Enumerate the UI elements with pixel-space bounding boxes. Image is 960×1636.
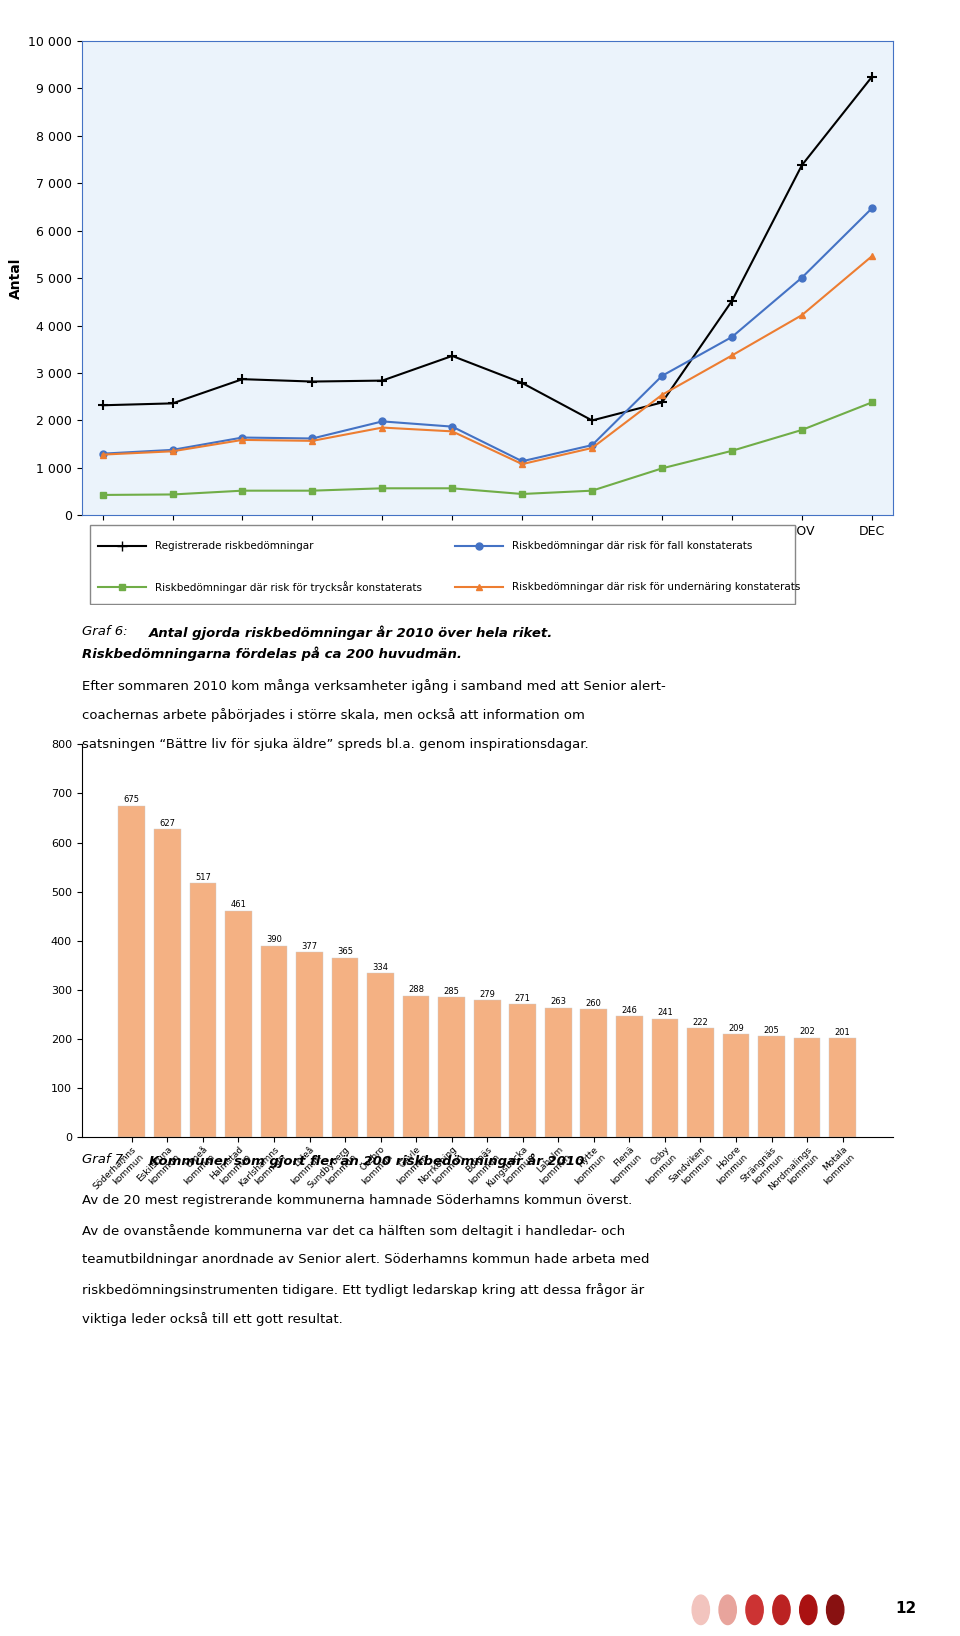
Bar xyxy=(474,1000,500,1137)
Text: Riskbedömningar där risk för undernäring konstaterats: Riskbedömningar där risk för undernäring… xyxy=(512,582,800,592)
Text: 377: 377 xyxy=(301,941,318,951)
Bar xyxy=(403,996,429,1137)
Text: teamutbildningar anordnade av Senior alert. Söderhamns kommun hade arbeta med: teamutbildningar anordnade av Senior ale… xyxy=(82,1253,649,1266)
Bar xyxy=(510,1005,536,1137)
Text: 390: 390 xyxy=(266,936,282,944)
Text: satsningen “Bättre liv för sjuka äldre” spreds bl.a. genom inspirationsdagar.: satsningen “Bättre liv för sjuka äldre” … xyxy=(82,738,588,751)
Bar xyxy=(154,829,180,1137)
Text: Efter sommaren 2010 kom många verksamheter igång i samband med att Senior alert-: Efter sommaren 2010 kom många verksamhet… xyxy=(82,679,665,694)
Text: Riskbedömningarna fördelas på ca 200 huvudmän.: Riskbedömningarna fördelas på ca 200 huv… xyxy=(82,646,462,661)
Text: 222: 222 xyxy=(692,1018,708,1027)
Text: 209: 209 xyxy=(728,1024,744,1032)
Text: 279: 279 xyxy=(479,990,495,998)
Text: 260: 260 xyxy=(586,1000,602,1008)
Text: 241: 241 xyxy=(657,1008,673,1018)
Text: 334: 334 xyxy=(372,962,389,972)
Bar xyxy=(616,1016,642,1137)
Text: 201: 201 xyxy=(835,1027,851,1037)
Text: Av de 20 mest registrerande kommunerna hamnade Söderhamns kommun överst.: Av de 20 mest registrerande kommunerna h… xyxy=(82,1194,632,1207)
FancyBboxPatch shape xyxy=(89,525,796,604)
Text: 365: 365 xyxy=(337,947,353,957)
Bar xyxy=(189,883,216,1137)
Bar xyxy=(439,998,465,1137)
Text: 288: 288 xyxy=(408,985,424,995)
Text: Antal gjorda riskbedömningar år 2010 över hela riket.: Antal gjorda riskbedömningar år 2010 öve… xyxy=(149,625,553,640)
Bar xyxy=(332,957,358,1137)
Bar xyxy=(758,1037,785,1137)
Bar xyxy=(723,1034,750,1137)
Text: Kommuner som gjort fler än 200 riskbedömningar år 2010: Kommuner som gjort fler än 200 riskbedöm… xyxy=(149,1153,585,1168)
Bar xyxy=(118,805,145,1137)
Text: coachernas arbete påbörjades i större skala, men också att information om: coachernas arbete påbörjades i större sk… xyxy=(82,708,585,723)
Text: 675: 675 xyxy=(124,795,140,805)
Text: 12: 12 xyxy=(896,1602,917,1616)
Text: Riskbedömningar där risk för trycksår konstaterats: Riskbedömningar där risk för trycksår ko… xyxy=(155,581,421,594)
Bar xyxy=(794,1037,821,1137)
Text: 263: 263 xyxy=(550,998,566,1006)
Y-axis label: Antal: Antal xyxy=(9,257,22,299)
Text: Riskbedömningar där risk för fall konstaterats: Riskbedömningar där risk för fall konsta… xyxy=(512,542,752,551)
Text: 461: 461 xyxy=(230,900,247,910)
Text: 517: 517 xyxy=(195,872,211,882)
Bar xyxy=(260,946,287,1137)
Text: viktiga leder också till ett gott resultat.: viktiga leder också till ett gott result… xyxy=(82,1312,343,1327)
Bar xyxy=(545,1008,571,1137)
Text: Graf 6:: Graf 6: xyxy=(82,625,133,638)
Bar xyxy=(687,1027,714,1137)
Text: 205: 205 xyxy=(763,1026,780,1036)
Text: Registrerade riskbedömningar: Registrerade riskbedömningar xyxy=(155,542,313,551)
Bar xyxy=(297,952,323,1137)
Bar xyxy=(581,1009,607,1137)
Text: 627: 627 xyxy=(159,818,176,828)
Bar xyxy=(652,1019,678,1137)
Bar xyxy=(368,973,394,1137)
Text: Graf 7:: Graf 7: xyxy=(82,1153,133,1166)
Text: riskbedömningsinstrumenten tidigare. Ett tydligt ledarskap kring att dessa frågo: riskbedömningsinstrumenten tidigare. Ett… xyxy=(82,1283,644,1297)
Text: 271: 271 xyxy=(515,993,531,1003)
Bar xyxy=(829,1039,856,1137)
Text: Av de ovanstående kommunerna var det ca hälften som deltagit i handledar- och: Av de ovanstående kommunerna var det ca … xyxy=(82,1224,625,1238)
Bar xyxy=(225,911,252,1137)
Text: 285: 285 xyxy=(444,987,460,996)
Text: 202: 202 xyxy=(799,1027,815,1037)
Text: 246: 246 xyxy=(621,1006,637,1014)
